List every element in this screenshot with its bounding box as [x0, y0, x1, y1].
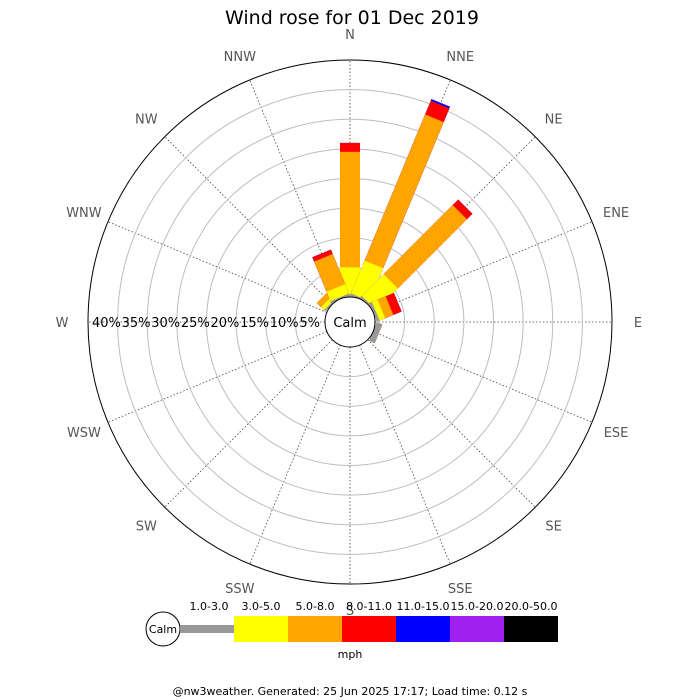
- ring-7: [117, 89, 583, 555]
- bar-group-n: [340, 142, 360, 297]
- radial-tick-label: 35%: [122, 316, 151, 331]
- chart-legend: Calm mph 1.0-3.0 3.0-5.0 5.0-8.0 8.0-11.0 11…: [145, 600, 558, 661]
- bar-group-nne: [350, 99, 450, 303]
- calm-label: Calm: [333, 316, 366, 331]
- spoke-se: [367, 339, 536, 508]
- bar-segment-ese-1.0-3.0: [369, 322, 383, 344]
- direction-label-wsw: WSW: [67, 426, 101, 441]
- bar-segment-n-5.0-8.0: [340, 151, 360, 297]
- bar-segment-ene-1.0-3.0: [369, 302, 380, 322]
- legend-swatch-1.0-3.0: [180, 625, 234, 633]
- legend-label: 8.0-11.0: [346, 600, 392, 613]
- radial-tick-label: 25%: [181, 316, 210, 331]
- chart-title: Wind rose for 01 Dec 2019: [225, 7, 479, 29]
- bar-segment-nne-5.0-8.0: [350, 114, 444, 303]
- direction-label-wnw: WNW: [66, 206, 102, 221]
- legend-label: 1.0-3.0: [190, 600, 229, 613]
- ring-8: [87, 59, 613, 585]
- legend-label: 5.0-8.0: [296, 600, 335, 613]
- radial-tick-label: 15%: [240, 316, 269, 331]
- radial-tick-label: 40%: [92, 316, 121, 331]
- legend-units: mph: [338, 648, 363, 661]
- direction-label-n: N: [345, 28, 355, 43]
- direction-label-se: SE: [545, 520, 561, 535]
- direction-label-e: E: [634, 316, 642, 331]
- calm-center: Calm: [324, 296, 376, 348]
- chart-bars: [312, 99, 473, 344]
- direction-label-nne: NNE: [446, 50, 474, 65]
- legend-calm-label: Calm: [149, 623, 177, 636]
- legend-swatch-15.0-20.0: [450, 616, 504, 642]
- radial-tick-label: 20%: [211, 316, 240, 331]
- direction-label-ne: NE: [545, 112, 563, 127]
- chart-grid: [87, 59, 613, 585]
- bar-segment-nne-3.0-5.0: [350, 260, 384, 303]
- footer-text: @nw3weather. Generated: 25 Jun 2025 17:1…: [173, 685, 528, 698]
- radial-tick-label: 30%: [151, 316, 180, 331]
- bar-group-ese: [369, 322, 383, 344]
- direction-label-ese: ESE: [604, 426, 629, 441]
- legend-swatch-11.0-15.0: [396, 616, 450, 642]
- legend-label: 3.0-5.0: [242, 600, 281, 613]
- legend-swatch-20.0-50.0: [504, 616, 558, 642]
- direction-label-w: W: [56, 316, 69, 331]
- radial-tick-label: 10%: [270, 316, 299, 331]
- direction-label-s: S: [346, 604, 354, 619]
- bar-group-ene: [369, 292, 402, 322]
- spoke-sse: [359, 344, 451, 565]
- legend-swatch-5.0-8.0: [288, 616, 342, 642]
- bar-segment-n-1.0-3.0: [340, 295, 360, 297]
- spoke-ene: [372, 221, 593, 313]
- direction-label-nw: NW: [135, 112, 158, 127]
- bar-segment-nnw-3.0-5.0: [326, 284, 350, 303]
- legend-swatch-8.0-11.0: [342, 616, 396, 642]
- bar-segment-ne-3.0-5.0: [360, 274, 398, 312]
- direction-label-sw: SW: [136, 520, 157, 535]
- spoke-ssw: [249, 344, 341, 565]
- spoke-ese: [372, 331, 593, 423]
- direction-label-nnw: NNW: [224, 50, 256, 65]
- radial-tick-label: 5%: [299, 316, 320, 331]
- calm-circle: [324, 296, 376, 348]
- legend-label: 15.0-20.0: [451, 600, 504, 613]
- spoke-nw: [164, 136, 333, 305]
- chart-labels: N NNE NE ENE E ESE SE SSE S SSW SW WSW W WNW NW NNW 5%10…: [56, 28, 643, 619]
- direction-label-sse: SSE: [448, 582, 473, 597]
- spoke-wnw: [107, 221, 328, 313]
- bar-group-nnw: [312, 249, 350, 303]
- legend-label: 11.0-15.0: [397, 600, 450, 613]
- direction-label-ssw: SSW: [225, 582, 255, 597]
- spoke-sw: [164, 339, 333, 508]
- spoke-wsw: [107, 331, 328, 423]
- legend-swatch-3.0-5.0: [234, 616, 288, 642]
- legend-label: 20.0-50.0: [505, 600, 558, 613]
- ring-6: [146, 118, 554, 526]
- bar-segment-nnw-1.0-3.0: [330, 293, 350, 303]
- direction-label-ene: ENE: [603, 206, 629, 221]
- bar-group-ne: [360, 199, 473, 312]
